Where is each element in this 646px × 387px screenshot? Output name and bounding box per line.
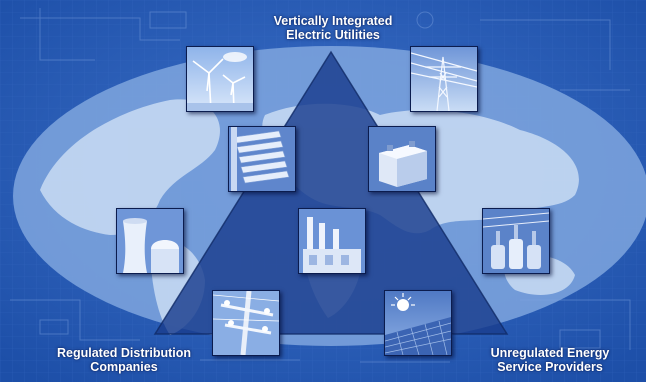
label-bottom-right-line1: Unregulated Energy [490,346,610,360]
label-bottom-right-line2: Service Providers [497,360,603,374]
label-unregulated-energy: Unregulated Energy Service Providers [462,346,638,374]
cooling-tower-icon [117,209,183,273]
transformer-tile [482,208,550,274]
utility-pole-icon [213,291,279,355]
transformer-icon [483,209,549,273]
cooling-tower-tile [116,208,184,274]
power-plant-tile [298,208,366,274]
battery-icon [369,127,435,191]
schematic-lines [10,8,631,363]
label-regulated-distribution: Regulated Distribution Companies [34,346,214,374]
turbine-blades-tile [228,126,296,192]
transmission-tower-tile [410,46,478,112]
label-vertically-integrated: Vertically Integrated Electric Utilities [238,14,428,42]
label-bottom-left-line1: Regulated Distribution [56,346,192,360]
battery-tile [368,126,436,192]
utility-pole-tile [212,290,280,356]
solar-panel-tile [384,290,452,356]
central-triangle [155,52,507,334]
wind-turbines-icon [187,47,253,111]
transmission-tower-icon [411,47,477,111]
solar-panel-icon [385,291,451,355]
label-top-line1: Vertically Integrated [273,14,393,28]
label-top-line2: Electric Utilities [286,28,380,42]
wind-turbines-tile [186,46,254,112]
turbine-blades-icon [229,127,295,191]
power-plant-icon [299,209,365,273]
label-bottom-left-line2: Companies [90,360,158,374]
